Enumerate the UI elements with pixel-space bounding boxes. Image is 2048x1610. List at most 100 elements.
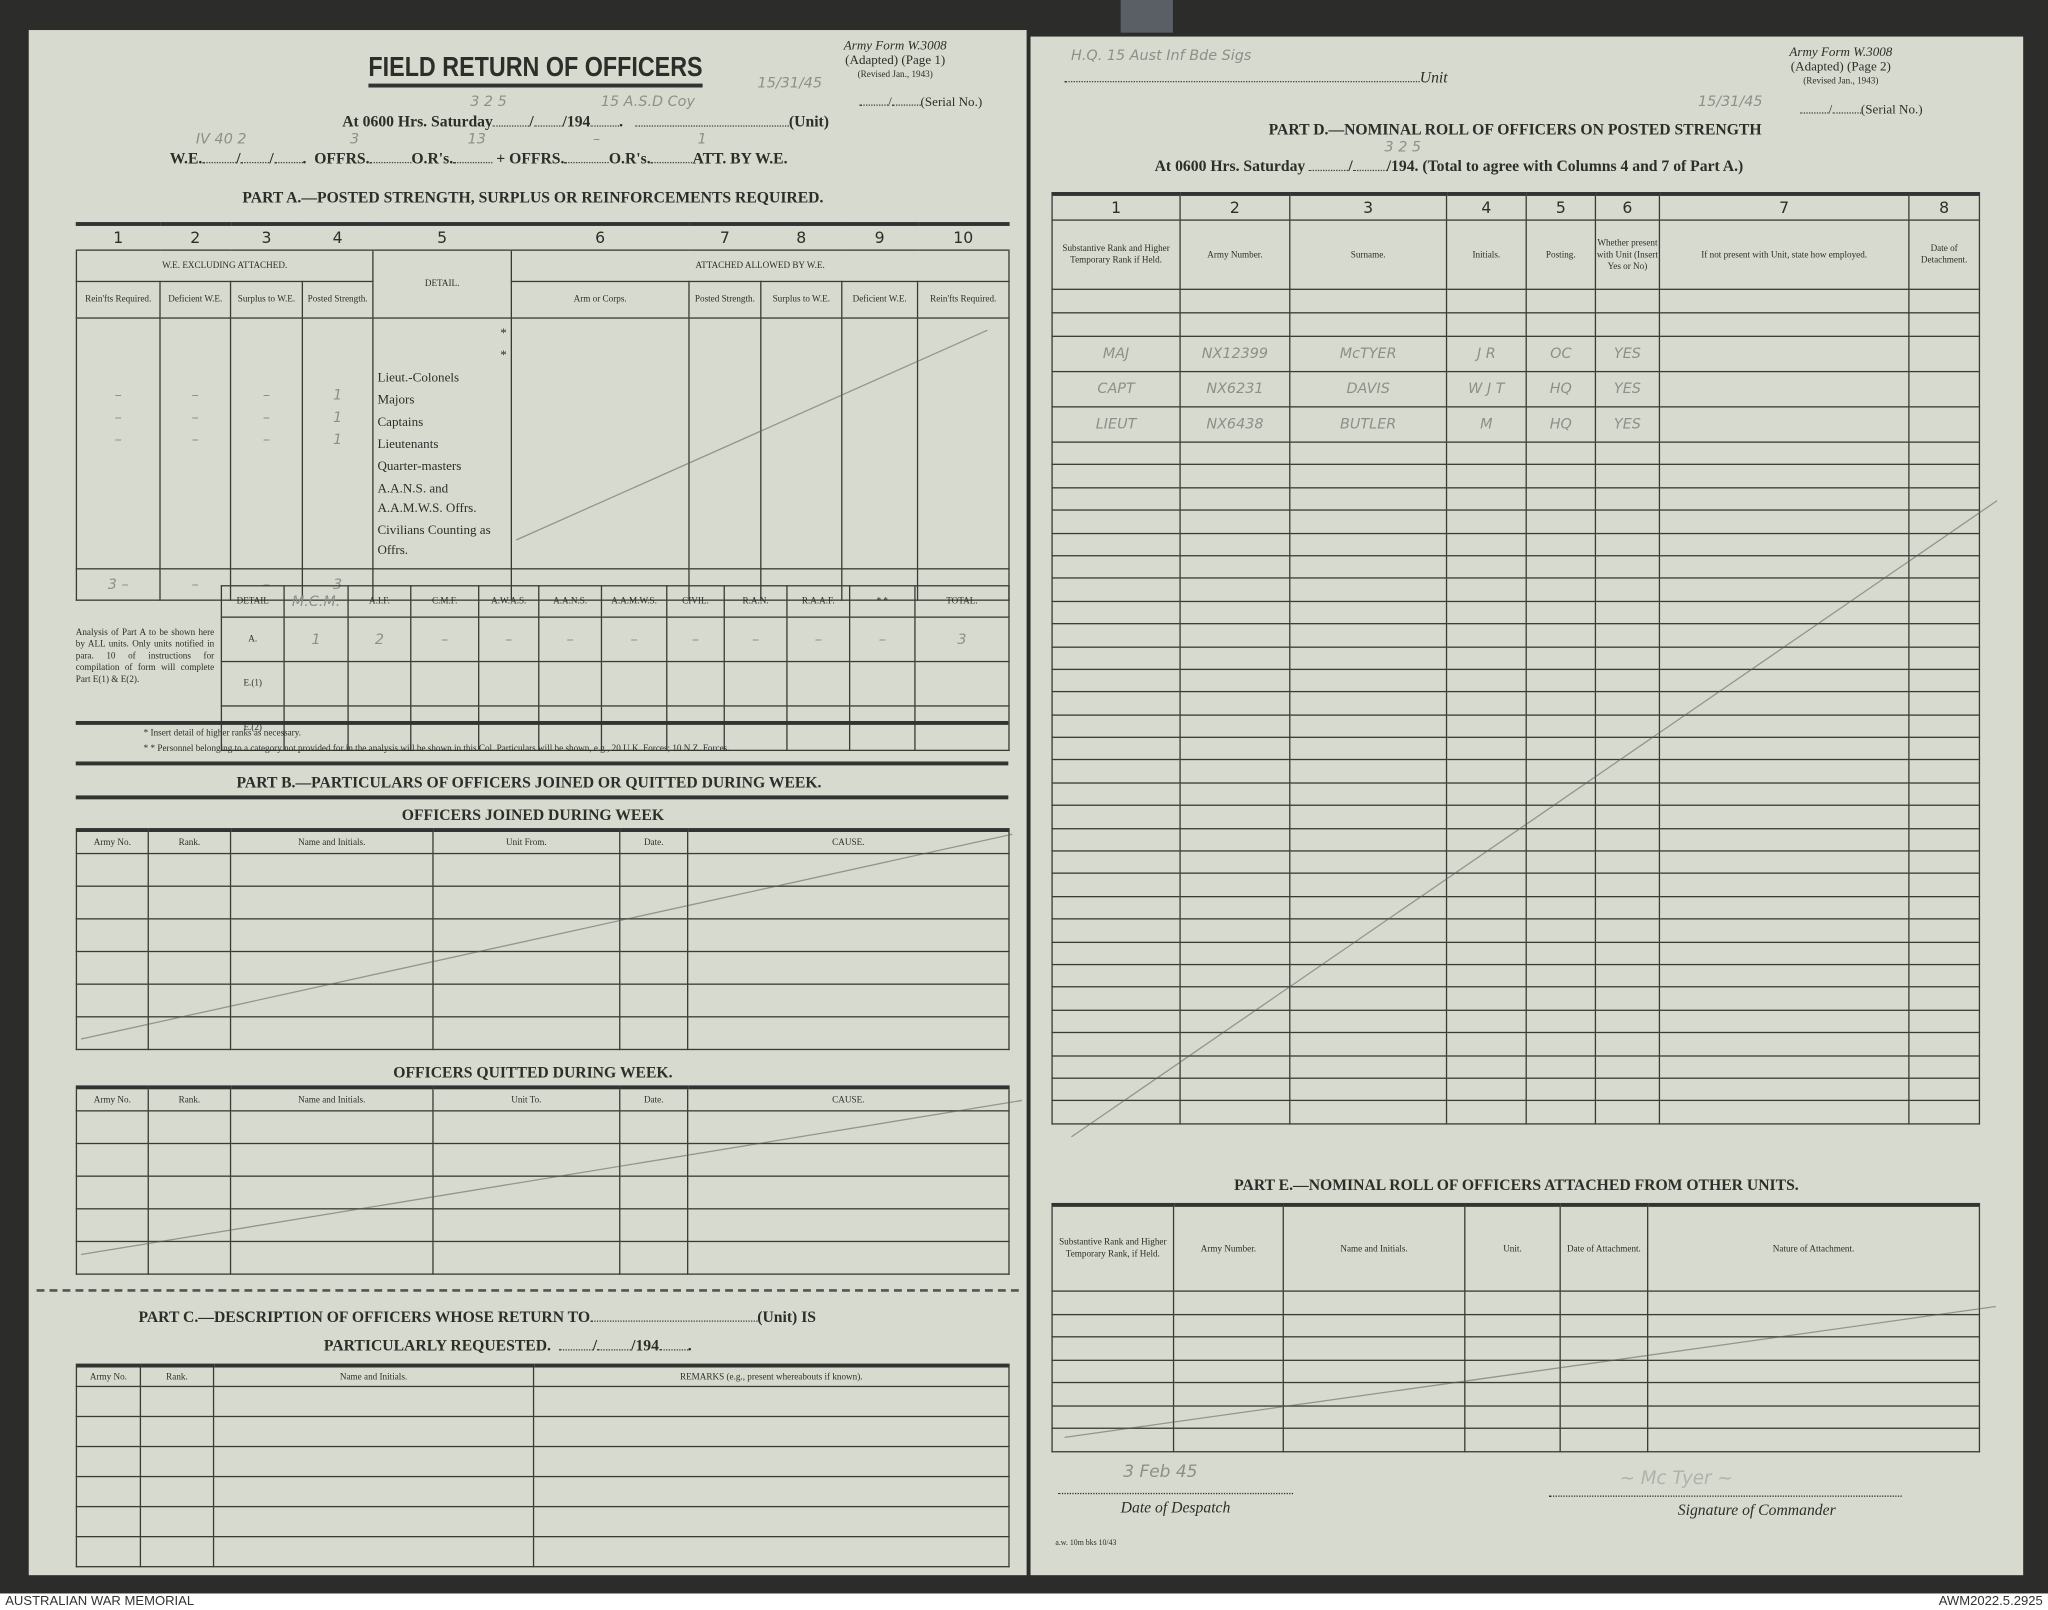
part-c-cell (75, 1475, 142, 1508)
part-d-cell (1289, 668, 1448, 693)
part-d-cell (1179, 1077, 1291, 1102)
analysis-value (410, 660, 480, 707)
joined-cell (432, 852, 621, 887)
part-e-cell (1559, 1313, 1649, 1338)
part-d-header: Posting. (1525, 219, 1597, 290)
part-d-cell (1179, 486, 1291, 511)
joined-cell (147, 950, 232, 985)
part-d-cell (1658, 312, 1910, 337)
part-d-cell (1594, 464, 1661, 489)
form-page: (Adapted) (Page 1) (845, 53, 946, 68)
part-d-entry-cell: W J T (1445, 370, 1527, 408)
quitted-cell (432, 1175, 621, 1210)
print-code: a.w. 10m bks 10/43 (1055, 1539, 1117, 1548)
part-e-cell (1172, 1336, 1284, 1361)
quitted-row (75, 1142, 1010, 1177)
part-d-cell (1051, 804, 1181, 829)
part-d-cell (1179, 941, 1291, 966)
part-e-header: Army Number. (1172, 1202, 1284, 1292)
part-e-cell (1282, 1290, 1466, 1315)
part-e-cell (1051, 1290, 1175, 1315)
part-d-cell (1051, 1100, 1181, 1125)
part-d-cell (1908, 736, 1981, 761)
rank-label: Quarter-masters (377, 459, 462, 475)
part-c-table: Army No. Rank. Name and Initials. REMARKS (… (75, 1363, 1010, 1568)
quitted-header: Name and Initials. (229, 1085, 434, 1112)
quitted-cell (687, 1208, 1010, 1243)
part-d-entry-cell (1908, 370, 1981, 408)
part-e-header: Substantive Rank and Higher Temporary Ra… (1051, 1202, 1175, 1292)
analysis-value (848, 660, 916, 707)
part-d-cell (1179, 782, 1291, 807)
serial-hand: 15/31/45 (757, 74, 823, 92)
part-d-cell (1445, 895, 1527, 920)
joined-cell (75, 983, 149, 1018)
part-c-cell (212, 1535, 535, 1568)
part-d-cell (1658, 941, 1910, 966)
part-e-row (1051, 1427, 1981, 1452)
part-d-cell (1525, 532, 1597, 557)
part-e-cell (1051, 1404, 1175, 1429)
part-d-cell (1289, 895, 1448, 920)
part-d-cell (1051, 288, 1181, 314)
part-d-cell (1908, 895, 1981, 920)
part-e-row (1051, 1404, 1981, 1429)
part-d-cell (1289, 691, 1448, 716)
part-d-cell (1908, 1054, 1981, 1079)
part-d-cell (1289, 288, 1448, 314)
form-id-right: Army Form W.3008 (Adapted) (Page 2) (Rev… (1789, 45, 1893, 87)
joined-cell (75, 1016, 149, 1051)
part-d-cell (1445, 736, 1527, 761)
part-d-entry-cell: NX6438 (1179, 406, 1291, 443)
part-d-cell (1594, 623, 1661, 648)
joined-cell (147, 885, 232, 920)
offrs-hand: 3 (350, 130, 360, 148)
column-number: 7 (688, 222, 761, 251)
quitted-cell (432, 1208, 621, 1243)
part-d-entry-row: MAJ NX12399 McTYER J R OC YES (1051, 335, 1981, 373)
joined-row (75, 983, 1010, 1018)
part-d-row (1051, 623, 1981, 648)
part-d-cell (1658, 623, 1910, 648)
quitted-cell (619, 1240, 689, 1275)
part-d-cell (1525, 441, 1597, 466)
quitted-cell (229, 1110, 434, 1145)
sub-header: Arm or Corps. (510, 280, 690, 319)
part-d-cell (1594, 577, 1661, 602)
part-d-cell (1658, 555, 1910, 580)
total-cell: – (159, 568, 232, 601)
part-d-cell (1289, 1077, 1448, 1102)
part-d-row (1051, 464, 1981, 489)
joined-header: Rank. (147, 828, 232, 855)
part-d-header: Whether present with Unit (Insert Yes or… (1594, 219, 1661, 290)
analysis-header: C.M.F. (410, 585, 480, 618)
analysis-value: – (410, 616, 480, 663)
analysis-value: – (723, 616, 788, 663)
part-d-entry-cell: BUTLER (1289, 406, 1448, 443)
part-d-cell (1179, 1032, 1291, 1057)
part-d-entry-cell (1658, 370, 1910, 408)
part-d-row (1051, 1054, 1981, 1079)
joined-cell (229, 885, 434, 920)
quitted-cell (147, 1142, 232, 1177)
part-e-header: Unit. (1464, 1202, 1561, 1292)
part-d-cell (1525, 1032, 1597, 1057)
part-d-cell (1051, 441, 1181, 466)
part-d-entry-cell: HQ (1525, 406, 1597, 443)
part-d-cell (1658, 918, 1910, 943)
part-d-cell (1289, 963, 1448, 988)
part-d-cell (1179, 509, 1291, 534)
part-d-cell (1594, 986, 1661, 1011)
quitted-cell (229, 1208, 434, 1243)
joined-cell (687, 983, 1010, 1018)
part-c-cell (139, 1415, 215, 1448)
part-e-cell (1282, 1336, 1466, 1361)
part-d-cell (1051, 555, 1181, 580)
part-d-cell (1658, 532, 1910, 557)
part-e-header: Name and Initials. (1282, 1202, 1466, 1292)
part-d-cell (1594, 509, 1661, 534)
part-d-cell (1445, 532, 1527, 557)
part-d-cell (1525, 963, 1597, 988)
part-d-cell (1289, 532, 1448, 557)
